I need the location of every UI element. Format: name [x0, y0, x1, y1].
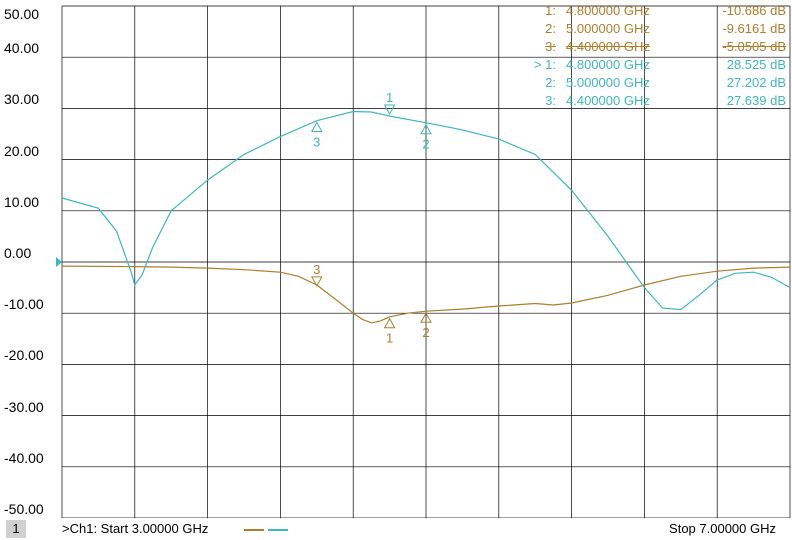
marker-2-triangle — [420, 312, 432, 323]
marker-table-num: 2: — [545, 75, 556, 90]
reference-level-arrow — [56, 257, 62, 267]
marker-1-label: 1 — [386, 90, 393, 105]
marker-table-val: 27.202 dB — [726, 75, 786, 90]
y-tick-label: 30.00 — [4, 91, 40, 108]
y-tick-label: -10.00 — [4, 296, 44, 313]
y-tick-label: 40.00 — [4, 40, 40, 57]
chart-plot-area: 1 2 3 1 2 3 — [56, 5, 791, 518]
channel-number[interactable]: 1 — [6, 520, 26, 538]
marker-table-freq: 5.000000 GHz — [566, 21, 650, 36]
marker-1-triangle — [383, 104, 396, 115]
y-tick-label: 50.00 — [4, 6, 40, 22]
trace-1-swatch — [244, 529, 264, 531]
y-tick-label: 0.00 — [4, 245, 32, 261]
marker-table-num: 3: — [545, 93, 556, 108]
marker-table-num: 1: — [545, 3, 556, 18]
marker-table-num: 3: — [545, 39, 556, 54]
marker-3-label: 3 — [313, 262, 320, 277]
marker-table-val: 27.639 dB — [726, 93, 786, 108]
marker-2-label: 2 — [422, 325, 429, 340]
marker-3-triangle — [310, 276, 323, 287]
marker-3-label: 3 — [313, 134, 320, 149]
marker-table-val: 28.525 dB — [726, 57, 786, 72]
trace-2-swatch — [268, 529, 288, 531]
status-bar: 1 >Ch1: Start 3.00000 GHz Stop 7.00000 G… — [0, 518, 792, 540]
y-tick-label: -50.00 — [4, 501, 44, 517]
marker-2-label: 2 — [422, 137, 429, 152]
y-tick-label: -20.00 — [4, 347, 44, 364]
series-1-line — [61, 265, 791, 324]
marker-1-triangle — [383, 317, 396, 329]
marker-table-freq: 4.800000 GHz — [566, 57, 650, 72]
marker-table-val: -5.0505 dB — [722, 39, 786, 54]
y-tick-label: -30.00 — [4, 398, 44, 415]
marker-table-num: > 1: — [533, 57, 556, 72]
y-tick-label: 10.00 — [4, 193, 40, 210]
marker-table-freq: 4.400000 GHz — [566, 39, 650, 54]
marker-table-val: -10.686 dB — [722, 3, 786, 18]
marker-table-freq: 5.000000 GHz — [566, 75, 650, 90]
y-tick-label: -40.00 — [4, 449, 44, 466]
start-frequency-label: >Ch1: Start 3.00000 GHz — [62, 521, 209, 536]
series-2-line — [61, 110, 791, 311]
marker-3-triangle — [310, 121, 323, 132]
y-tick-label: 20.00 — [4, 142, 40, 159]
stop-frequency-label: Stop 7.00000 GHz — [669, 521, 776, 536]
marker-table-num: 2: — [545, 21, 556, 36]
marker-1-label: 1 — [386, 331, 393, 346]
marker-2-triangle — [420, 123, 432, 135]
marker-table-val: -9.6161 dB — [722, 21, 786, 36]
marker-table-freq: 4.800000 GHz — [566, 3, 650, 18]
marker-table-freq: 4.400000 GHz — [566, 93, 650, 108]
